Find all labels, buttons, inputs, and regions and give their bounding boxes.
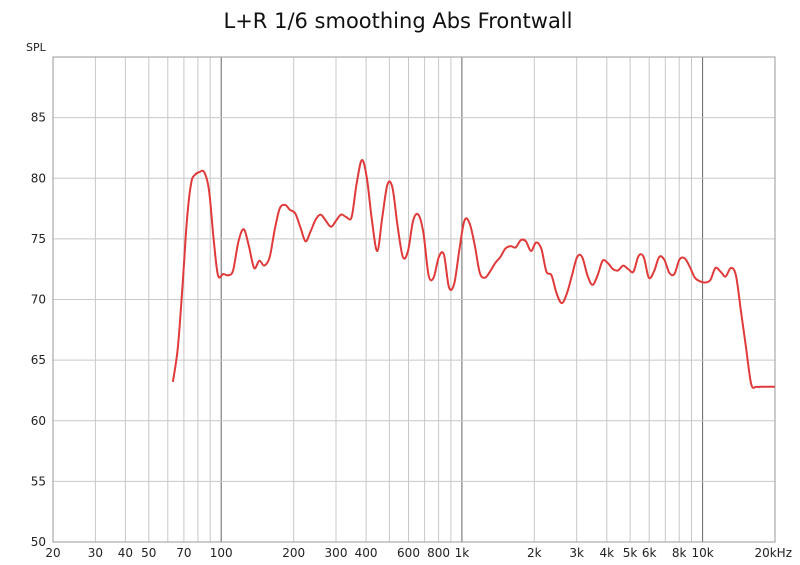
plot-border [52, 56, 776, 543]
y-tick-label: 70 [31, 293, 46, 307]
chart-title: L+R 1/6 smoothing Abs Frontwall [224, 9, 573, 33]
x-tick-label: 20kHz [754, 546, 792, 560]
x-tick-label: 6k [642, 546, 657, 560]
y-tick-label: 85 [31, 111, 46, 125]
x-tick-label: 70 [176, 546, 191, 560]
y-tick-label: 80 [31, 171, 46, 185]
y-tick-label: 75 [31, 232, 46, 246]
x-tick-label: 2k [527, 546, 542, 560]
x-tick-label: 100 [210, 546, 233, 560]
series-layer [171, 159, 775, 389]
x-tick-label: 300 [325, 546, 348, 560]
y-axis-ticks: 50 55 60 65 70 75 80 85 [31, 111, 46, 549]
x-tick-label: 20 [45, 546, 60, 560]
x-tick-label: 8k [672, 546, 687, 560]
x-tick-label: 800 [427, 546, 450, 560]
y-tick-label: 50 [31, 535, 46, 549]
y-tick-label: 55 [31, 474, 46, 488]
y-tick-label: 60 [31, 414, 46, 428]
grid [53, 57, 775, 542]
x-tick-label: 50 [141, 546, 156, 560]
x-tick-label: 40 [118, 546, 133, 560]
x-tick-label: 200 [282, 546, 305, 560]
x-tick-label: 1k [455, 546, 470, 560]
y-axis-label: SPL [26, 41, 47, 54]
x-tick-label: 5k [623, 546, 638, 560]
x-tick-label: 600 [397, 546, 420, 560]
spl-response-line [171, 159, 775, 389]
x-tick-label: 3k [569, 546, 584, 560]
x-tick-label: 10k [691, 546, 713, 560]
x-tick-label: 30 [88, 546, 103, 560]
y-tick-label: 65 [31, 353, 46, 367]
x-axis-ticks: 20 30 40 50 70 100 200 300 400 600 800 1k 2k 3k 4k 5k 6k… [45, 546, 792, 560]
x-tick-label: 4k [600, 546, 615, 560]
x-tick-label: 400 [355, 546, 378, 560]
